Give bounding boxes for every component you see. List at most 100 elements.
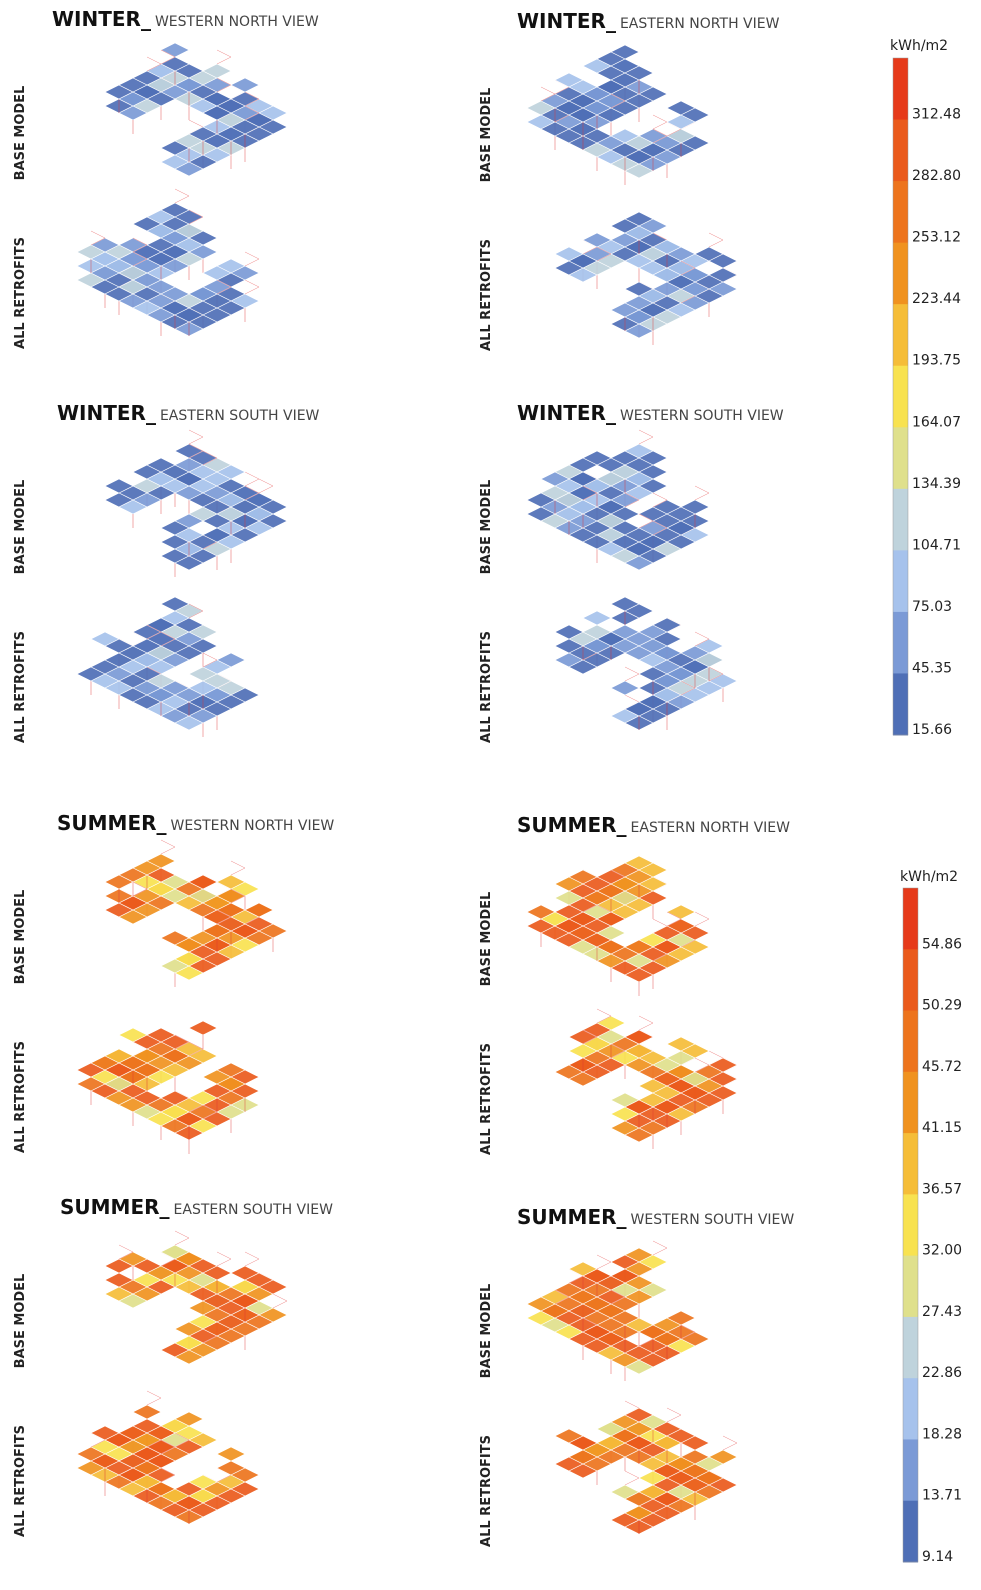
row-label: ALL RETROFITS: [479, 1043, 494, 1155]
wireframe: [217, 50, 231, 64]
panel-title: WINTER_EASTERN SOUTH VIEW: [57, 401, 320, 425]
legend-tick: 164.07: [912, 414, 961, 430]
legend-tick: 45.35: [912, 660, 952, 676]
panel-title: SUMMER_WESTERN SOUTH VIEW: [517, 1205, 794, 1229]
floor-tile: [611, 681, 639, 695]
floor-tile: [583, 611, 611, 625]
panel-title: SUMMER_EASTERN NORTH VIEW: [517, 813, 790, 837]
row-label: ALL RETROFITS: [479, 1435, 494, 1547]
legend-tick: 134.39: [912, 476, 961, 492]
view-label: EASTERN NORTH VIEW: [631, 820, 791, 836]
legend-tick: 253.12: [912, 230, 961, 246]
view-label: WESTERN SOUTH VIEW: [620, 408, 784, 424]
legend-band: [903, 1194, 918, 1256]
legend-band: [903, 1317, 918, 1379]
legend-band: [903, 949, 918, 1011]
legend-band: [893, 304, 908, 366]
season-label: WINTER_: [52, 7, 151, 31]
legend-unit: kWh/m2: [900, 869, 958, 885]
wireframe: [245, 252, 259, 266]
wireframe: [695, 486, 709, 500]
season-label: SUMMER_: [60, 1195, 170, 1219]
building-render: [105, 1231, 287, 1364]
wireframe: [667, 1408, 681, 1422]
row-label: BASE MODEL: [479, 480, 494, 575]
building-render: [77, 1021, 259, 1154]
view-label: EASTERN SOUTH VIEW: [174, 1202, 334, 1218]
legend-band: [893, 612, 908, 674]
row-label: ALL RETROFITS: [479, 239, 494, 351]
legend-tick: 282.80: [912, 168, 961, 184]
legend-band: [893, 243, 908, 305]
legend-band: [893, 489, 908, 551]
floor-tile: [667, 905, 695, 919]
wireframe: [653, 1241, 667, 1255]
building-render: [77, 189, 259, 336]
legend-tick: 22.86: [922, 1365, 962, 1381]
wireframe: [653, 115, 667, 129]
legend-band: [893, 673, 908, 735]
building-render: [105, 840, 287, 987]
row-label: BASE MODEL: [479, 1284, 494, 1379]
legend-tick: 193.75: [912, 353, 961, 369]
legend-tick: 32.00: [922, 1243, 962, 1259]
legend-tick: 15.66: [912, 722, 952, 738]
season-label: SUMMER_: [517, 1205, 627, 1229]
view-label: WESTERN SOUTH VIEW: [631, 1212, 795, 1228]
season-label: SUMMER_: [517, 813, 627, 837]
building-render: [555, 1009, 737, 1149]
panel-title: SUMMER_WESTERN NORTH VIEW: [57, 811, 334, 835]
building-render: [105, 430, 287, 577]
legend-tick: 13.71: [922, 1488, 962, 1504]
building-render: [77, 597, 259, 737]
legend-tick: 75.03: [912, 599, 952, 615]
season-label: WINTER_: [517, 401, 616, 425]
legend-unit: kWh/m2: [890, 38, 948, 54]
building-render: [105, 43, 287, 176]
wireframe: [639, 430, 653, 444]
row-label: BASE MODEL: [13, 890, 28, 985]
legend-band: [893, 181, 908, 243]
legend-tick: 45.72: [922, 1059, 962, 1075]
row-label: ALL RETROFITS: [479, 631, 494, 743]
legend-band: [893, 58, 908, 120]
row-label: ALL RETROFITS: [13, 631, 28, 743]
legend-tick: 18.28: [922, 1426, 962, 1442]
wireframe: [245, 1252, 259, 1266]
legend-tick: 27.43: [922, 1304, 962, 1320]
legend-band: [903, 1501, 918, 1563]
wireframe: [723, 1436, 737, 1450]
wireframe: [245, 280, 259, 294]
wireframe: [147, 1391, 161, 1405]
legend-tick: 223.44: [912, 291, 961, 307]
wireframe: [161, 840, 175, 854]
panel-title: SUMMER_EASTERN SOUTH VIEW: [60, 1195, 333, 1219]
row-label: ALL RETROFITS: [13, 1425, 28, 1537]
wireframe: [259, 479, 273, 493]
wireframe: [709, 233, 723, 247]
view-label: WESTERN NORTH VIEW: [155, 14, 319, 30]
legend-tick: 104.71: [912, 537, 961, 553]
building-render: [555, 212, 737, 345]
legend-tick: 50.29: [922, 998, 962, 1014]
legend-band: [903, 1011, 918, 1073]
row-label: BASE MODEL: [13, 86, 28, 181]
legend-band: [903, 1378, 918, 1440]
legend-band: [903, 1256, 918, 1318]
row-label: ALL RETROFITS: [13, 237, 28, 349]
row-label: BASE MODEL: [479, 88, 494, 183]
wireframe: [231, 861, 245, 875]
legend-tick: 54.86: [922, 936, 962, 952]
building-render: [527, 856, 709, 996]
wireframe: [273, 1294, 287, 1308]
legend-band: [903, 1133, 918, 1195]
legend-band: [893, 366, 908, 428]
legend-band: [893, 427, 908, 489]
legend-band: [903, 888, 918, 950]
building-render: [555, 1401, 737, 1534]
wireframe: [695, 912, 709, 926]
legend-band: [903, 1439, 918, 1501]
floor-tile: [189, 1021, 217, 1035]
row-label: ALL RETROFITS: [13, 1041, 28, 1153]
figure: WINTER_WESTERN NORTH VIEWBASE MODELALL R…: [0, 0, 981, 1590]
